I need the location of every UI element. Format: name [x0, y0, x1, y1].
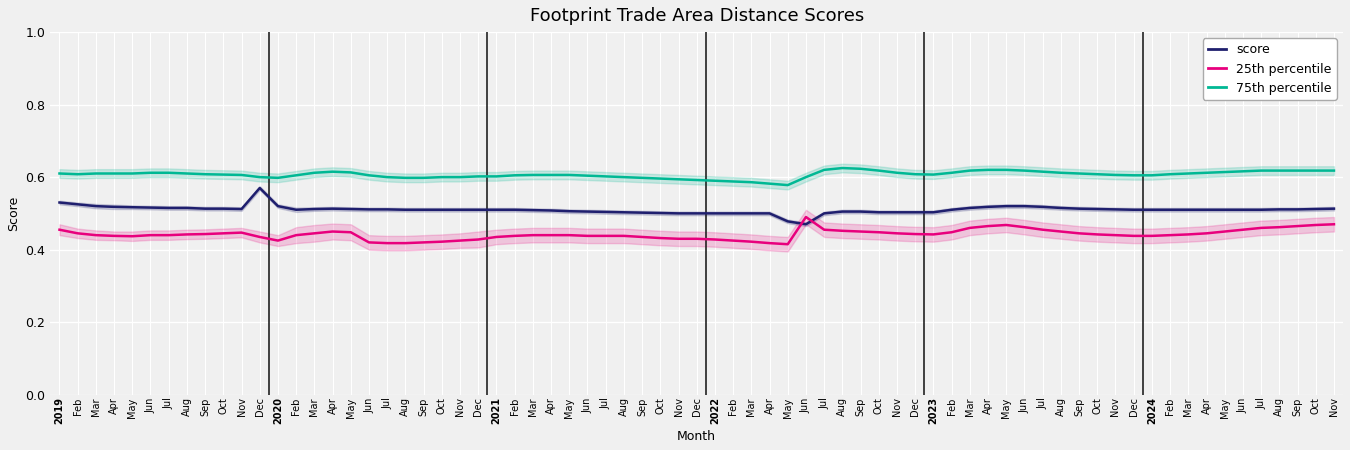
score [234, 207, 250, 212]
Line: 25th percentile: 25th percentile [59, 217, 1334, 244]
score [88, 203, 104, 209]
25th percentile [88, 233, 104, 238]
75th percentile [852, 166, 868, 171]
25th percentile [1289, 223, 1305, 229]
75th percentile [671, 176, 687, 182]
25th percentile [1326, 221, 1342, 227]
score [51, 200, 68, 205]
Title: Footprint Trade Area Distance Scores: Footprint Trade Area Distance Scores [529, 7, 864, 25]
score [251, 185, 267, 191]
25th percentile [1235, 227, 1251, 232]
score [798, 221, 814, 227]
Line: 75th percentile: 75th percentile [59, 168, 1334, 185]
score [852, 209, 868, 214]
25th percentile [780, 242, 796, 247]
25th percentile [671, 236, 687, 242]
score [1326, 206, 1342, 211]
Y-axis label: Score: Score [7, 196, 20, 231]
75th percentile [1326, 168, 1342, 173]
score [1289, 207, 1305, 212]
25th percentile [852, 229, 868, 234]
25th percentile [798, 214, 814, 220]
75th percentile [834, 165, 850, 171]
Legend: score, 25th percentile, 75th percentile: score, 25th percentile, 75th percentile [1203, 38, 1336, 100]
75th percentile [1289, 168, 1305, 173]
75th percentile [51, 171, 68, 176]
X-axis label: Month: Month [678, 430, 717, 443]
score [1235, 207, 1251, 212]
75th percentile [1235, 169, 1251, 174]
25th percentile [51, 227, 68, 232]
75th percentile [780, 182, 796, 188]
75th percentile [88, 171, 104, 176]
Line: score: score [59, 188, 1334, 224]
score [688, 211, 705, 216]
75th percentile [234, 172, 250, 178]
25th percentile [234, 230, 250, 235]
